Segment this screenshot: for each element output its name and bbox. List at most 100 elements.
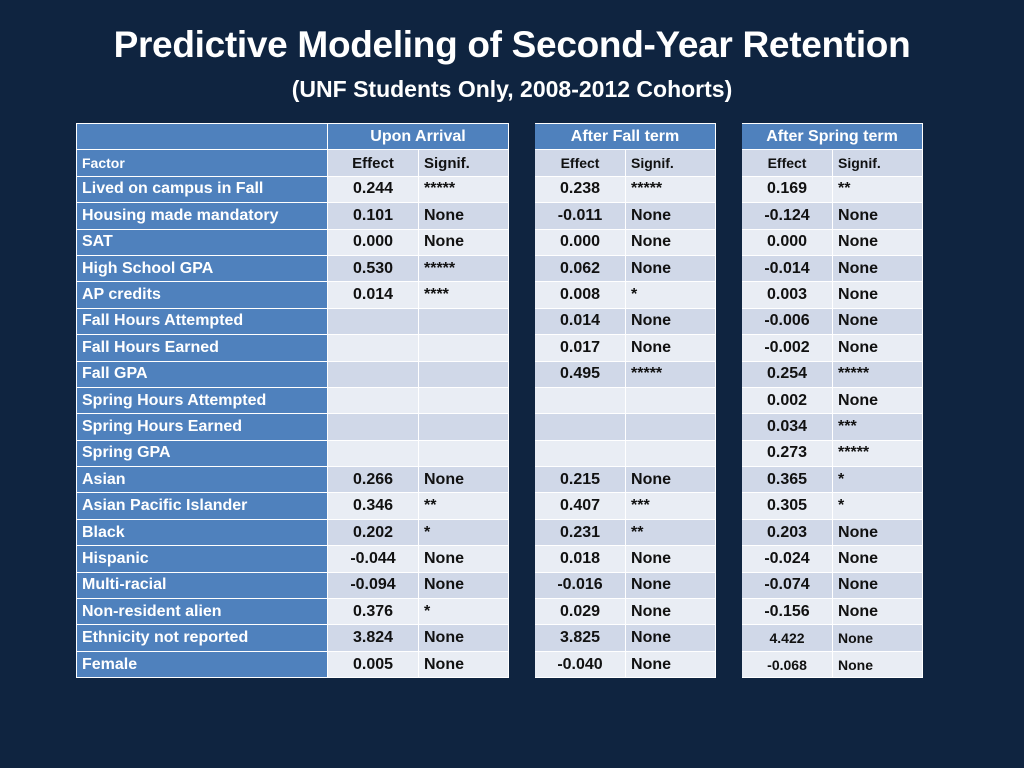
signif-after-fall	[625, 439, 717, 468]
table-row: Fall Hours Attempted 0.014 None -0.006 None	[76, 307, 924, 336]
effect-after-spring: -0.024	[741, 545, 834, 573]
effect-after-spring: -0.074	[741, 571, 834, 600]
factor-label: Black	[76, 518, 328, 547]
column-gap	[715, 439, 743, 468]
signif-upon-arrival: *	[417, 518, 510, 547]
effect-after-fall: -0.016	[534, 571, 627, 600]
column-gap	[508, 598, 536, 626]
column-gap	[715, 545, 743, 573]
factor-label: Lived on campus in Fall	[76, 175, 328, 204]
effect-header: Effect	[534, 149, 627, 177]
signif-after-fall: None	[625, 624, 717, 652]
table-row: Spring Hours Attempted 0.002 None	[76, 386, 924, 415]
effect-after-fall: 0.062	[534, 254, 627, 283]
table-row: AP credits 0.014 **** 0.008 * 0.003 None	[76, 281, 924, 309]
effect-upon-arrival: 0.244	[327, 175, 419, 204]
signif-after-spring: None	[832, 254, 924, 283]
effect-upon-arrival: 0.346	[327, 492, 419, 520]
signif-upon-arrival: **	[417, 492, 510, 520]
effect-after-fall: 0.407	[534, 492, 627, 520]
column-gap	[715, 254, 743, 283]
table-row: Ethnicity not reported 3.824 None 3.825 None…	[76, 624, 924, 652]
group-after-fall-term: After Fall term	[534, 122, 717, 151]
column-gap	[715, 624, 743, 652]
factor-label: Fall Hours Earned	[76, 334, 328, 362]
signif-after-fall: None	[625, 466, 717, 494]
factor-label: Female	[76, 650, 328, 679]
factor-label: Hispanic	[76, 545, 328, 573]
signif-after-spring: *	[832, 492, 924, 520]
signif-upon-arrival	[417, 413, 510, 441]
effect-upon-arrival	[327, 439, 419, 468]
column-gap	[715, 650, 743, 679]
signif-after-spring: None	[832, 571, 924, 600]
effect-after-fall: 0.008	[534, 281, 627, 309]
signif-upon-arrival: ****	[417, 281, 510, 309]
signif-upon-arrival: *	[417, 598, 510, 626]
signif-header: Signif.	[625, 149, 717, 177]
effect-after-fall: 3.825	[534, 624, 627, 652]
effect-after-spring: 0.254	[741, 360, 834, 388]
table-row: Multi-racial -0.094 None -0.016 None -0.074 No…	[76, 571, 924, 600]
column-gap	[715, 386, 743, 415]
column-gap	[508, 650, 536, 679]
factor-label: Non-resident alien	[76, 598, 328, 626]
effect-upon-arrival	[327, 307, 419, 336]
signif-header: Signif.	[832, 149, 924, 177]
effect-upon-arrival	[327, 360, 419, 388]
effect-upon-arrival: 0.266	[327, 466, 419, 494]
signif-after-fall	[625, 386, 717, 415]
effect-after-fall	[534, 439, 627, 468]
group-upon-arrival: Upon Arrival	[326, 122, 510, 151]
signif-after-spring: ***	[832, 413, 924, 441]
signif-after-fall: None	[625, 598, 717, 626]
effect-after-fall	[534, 413, 627, 441]
signif-after-spring: *****	[832, 439, 924, 468]
signif-after-spring: *****	[832, 360, 924, 388]
signif-after-fall: ***	[625, 492, 717, 520]
signif-after-fall: None	[625, 545, 717, 573]
effect-after-fall: -0.040	[534, 650, 627, 679]
effect-after-spring: 0.000	[741, 228, 834, 256]
factor-label: AP credits	[76, 281, 328, 309]
effect-after-spring: 0.273	[741, 439, 834, 468]
column-gap	[508, 334, 536, 362]
column-gap	[715, 202, 743, 230]
effect-after-spring: 4.422	[741, 624, 834, 652]
signif-after-spring: None	[832, 307, 924, 336]
signif-upon-arrival: *****	[417, 254, 510, 283]
column-gap	[715, 518, 743, 547]
column-gap	[715, 175, 743, 204]
effect-upon-arrival: 0.202	[327, 518, 419, 547]
effect-upon-arrival: 0.376	[327, 598, 419, 626]
signif-upon-arrival	[417, 439, 510, 468]
signif-after-spring: None	[832, 624, 924, 652]
factor-label: Asian Pacific Islander	[76, 492, 328, 520]
signif-upon-arrival: None	[417, 571, 510, 600]
column-gap	[715, 307, 743, 336]
signif-after-spring: **	[832, 175, 924, 204]
table-row: Lived on campus in Fall 0.244 ***** 0.238 **…	[76, 175, 924, 204]
signif-after-spring: None	[832, 545, 924, 573]
signif-after-fall: *****	[625, 360, 717, 388]
signif-upon-arrival	[417, 360, 510, 388]
signif-after-spring: None	[832, 202, 924, 230]
column-gap	[508, 545, 536, 573]
signif-after-fall: *	[625, 281, 717, 309]
signif-after-fall: None	[625, 650, 717, 679]
effect-upon-arrival: 0.530	[327, 254, 419, 283]
signif-upon-arrival: None	[417, 228, 510, 256]
signif-after-spring: None	[832, 598, 924, 626]
table-row: Female 0.005 None -0.040 None -0.068 None	[76, 650, 924, 679]
table-row: Black 0.202 * 0.231 ** 0.203 None	[76, 518, 924, 547]
column-header-row: Factor Effect Signif. Effect Signif. Eff…	[76, 149, 924, 177]
signif-upon-arrival	[417, 334, 510, 362]
effect-upon-arrival: 0.014	[327, 281, 419, 309]
column-gap	[508, 228, 536, 256]
column-gap	[715, 466, 743, 494]
signif-header: Signif.	[417, 149, 510, 177]
signif-upon-arrival	[417, 386, 510, 415]
effect-after-spring: 0.002	[741, 386, 834, 415]
signif-upon-arrival: None	[417, 466, 510, 494]
signif-after-fall	[625, 413, 717, 441]
